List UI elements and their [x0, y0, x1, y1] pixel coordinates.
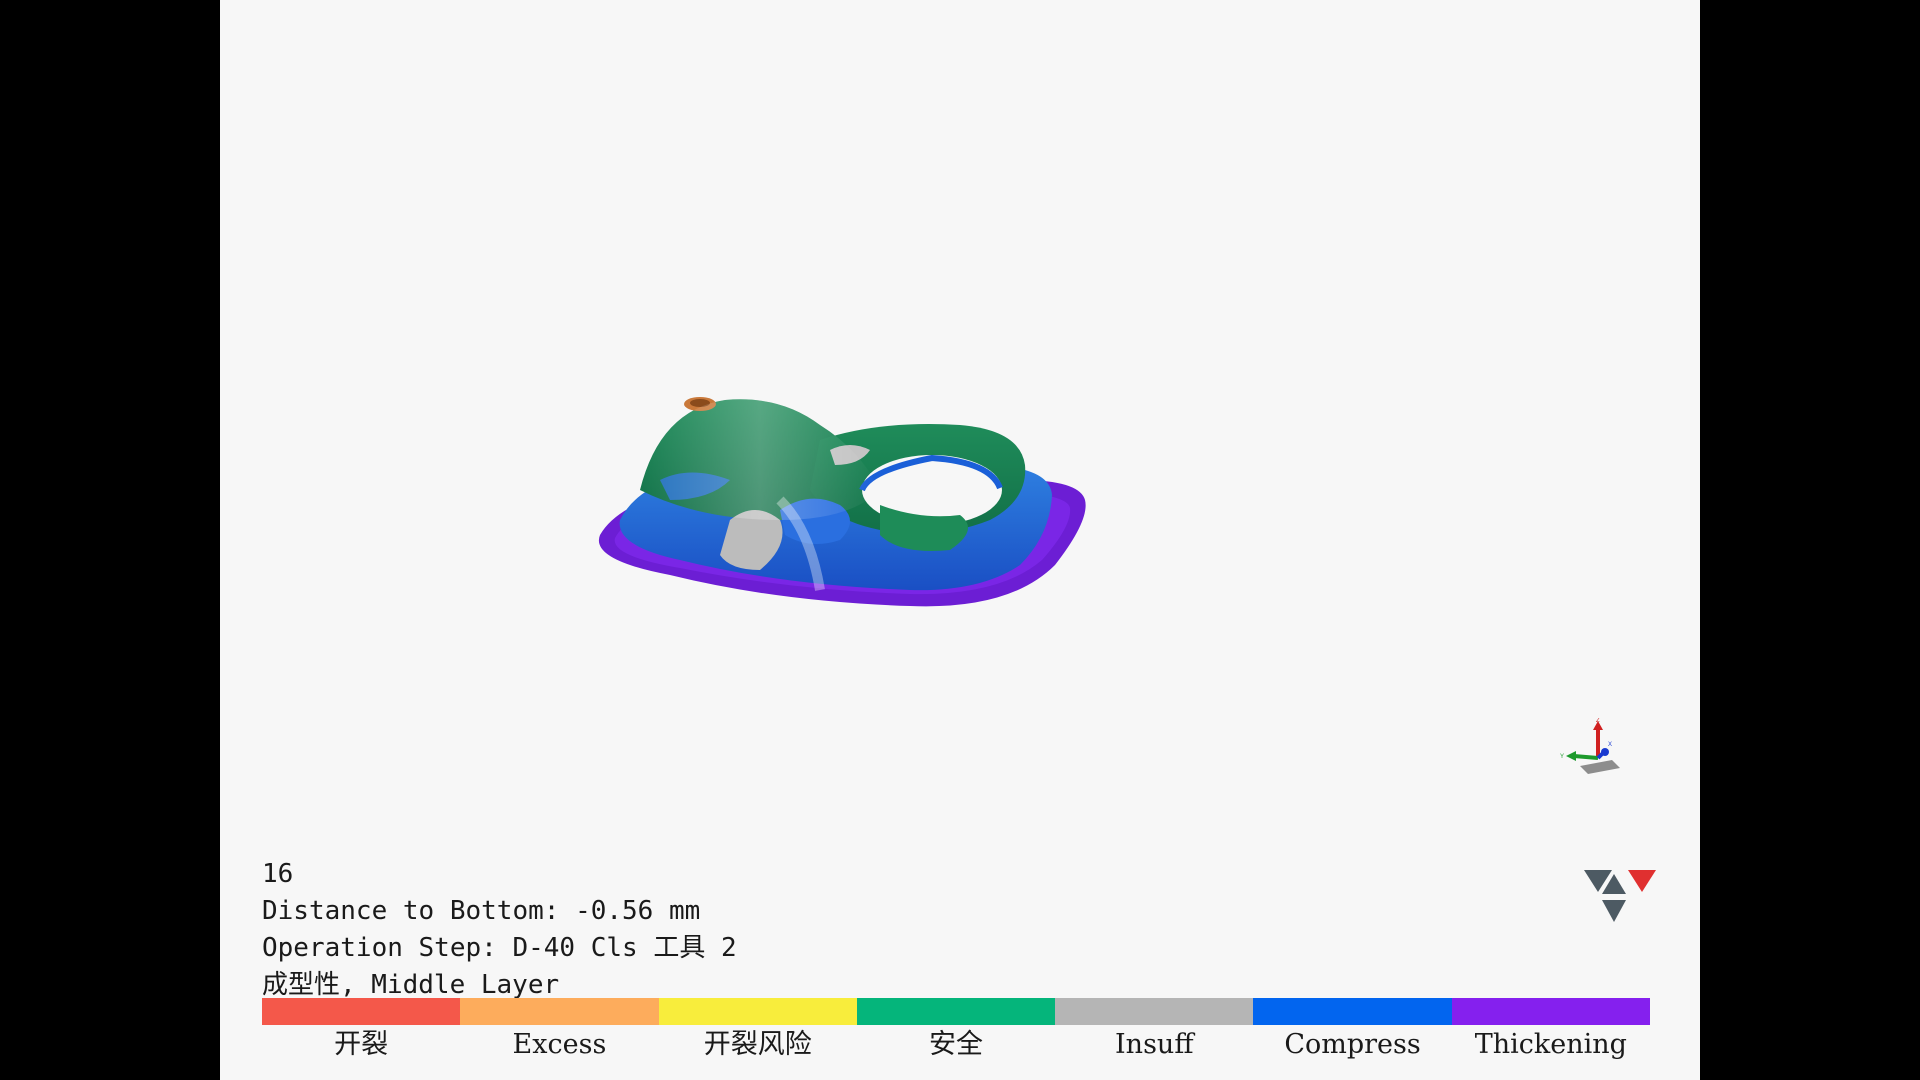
result-info-block: 16 Distance to Bottom: -0.56 mm Operatio… [262, 856, 737, 1004]
axis-triad-icon: Z Y X [1560, 718, 1620, 774]
3d-viewport[interactable]: Z Y X 16 Distance to Bottom: -0.56 mm Op… [220, 0, 1700, 1080]
view-cube-icon[interactable] [1582, 866, 1658, 934]
legend-swatch-safe [856, 998, 1056, 1025]
axis-z-label: Z [1596, 718, 1600, 724]
legend-swatch-crack [262, 998, 461, 1025]
legend-label-thickening: Thickening [1474, 1029, 1627, 1060]
formability-legend: 开裂 Excess 开裂风险 安全 Insuff Compress Thicke… [262, 998, 1650, 1063]
operation-step: Operation Step: D-40 Cls 工具 2 [262, 933, 737, 963]
legend-label-insuff: Insuff [1115, 1029, 1194, 1060]
legend-label-crack-risk: 开裂风险 [703, 1029, 812, 1060]
legend-swatch-compress [1253, 998, 1452, 1025]
distance-to-bottom: Distance to Bottom: -0.56 mm [262, 896, 701, 926]
legend-labels: 开裂 Excess 开裂风险 安全 Insuff Compress Thicke… [262, 1027, 1650, 1063]
frame-number: 16 [262, 859, 294, 889]
legend-swatch-crack-risk [658, 998, 857, 1025]
result-type: 成型性, Middle Layer [262, 970, 560, 1000]
legend-label-safe: 安全 [928, 1029, 983, 1060]
legend-swatch-excess [460, 998, 659, 1025]
legend-swatch-thickening [1451, 998, 1650, 1025]
axis-y-label: Y [1560, 754, 1564, 760]
legend-swatch-insuff [1055, 998, 1254, 1025]
legend-label-excess: Excess [512, 1029, 607, 1060]
legend-label-compress: Compress [1284, 1029, 1421, 1060]
legend-label-crack: 开裂 [334, 1029, 389, 1060]
formed-part-model[interactable] [580, 370, 1140, 660]
legend-color-bar [262, 998, 1650, 1025]
axis-x-label: X [1608, 742, 1612, 748]
